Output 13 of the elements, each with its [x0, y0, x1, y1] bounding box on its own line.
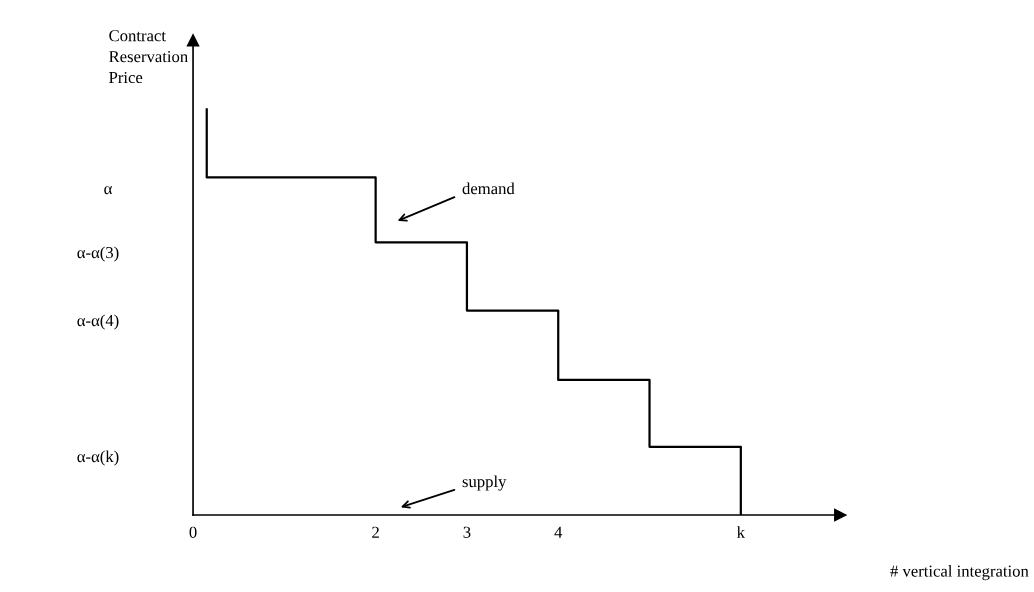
x-axis-title: # vertical integration — [890, 565, 1029, 581]
y-axis-title: Contract Reservation Price — [109, 30, 188, 84]
text: α-α(3) — [77, 246, 119, 262]
x-tick-label: 4 — [554, 526, 563, 538]
x-tick-label: 2 — [372, 526, 379, 538]
x-tick-label: 3 — [463, 526, 471, 538]
annotation: supply — [462, 475, 507, 491]
text: α-α(4) — [77, 314, 119, 330]
annotation: demand — [462, 182, 515, 195]
text: α — [104, 186, 112, 195]
x-tick-label: 0 — [189, 526, 197, 538]
x-tick-label: k — [736, 526, 745, 538]
text: α-α(k) — [77, 450, 119, 466]
